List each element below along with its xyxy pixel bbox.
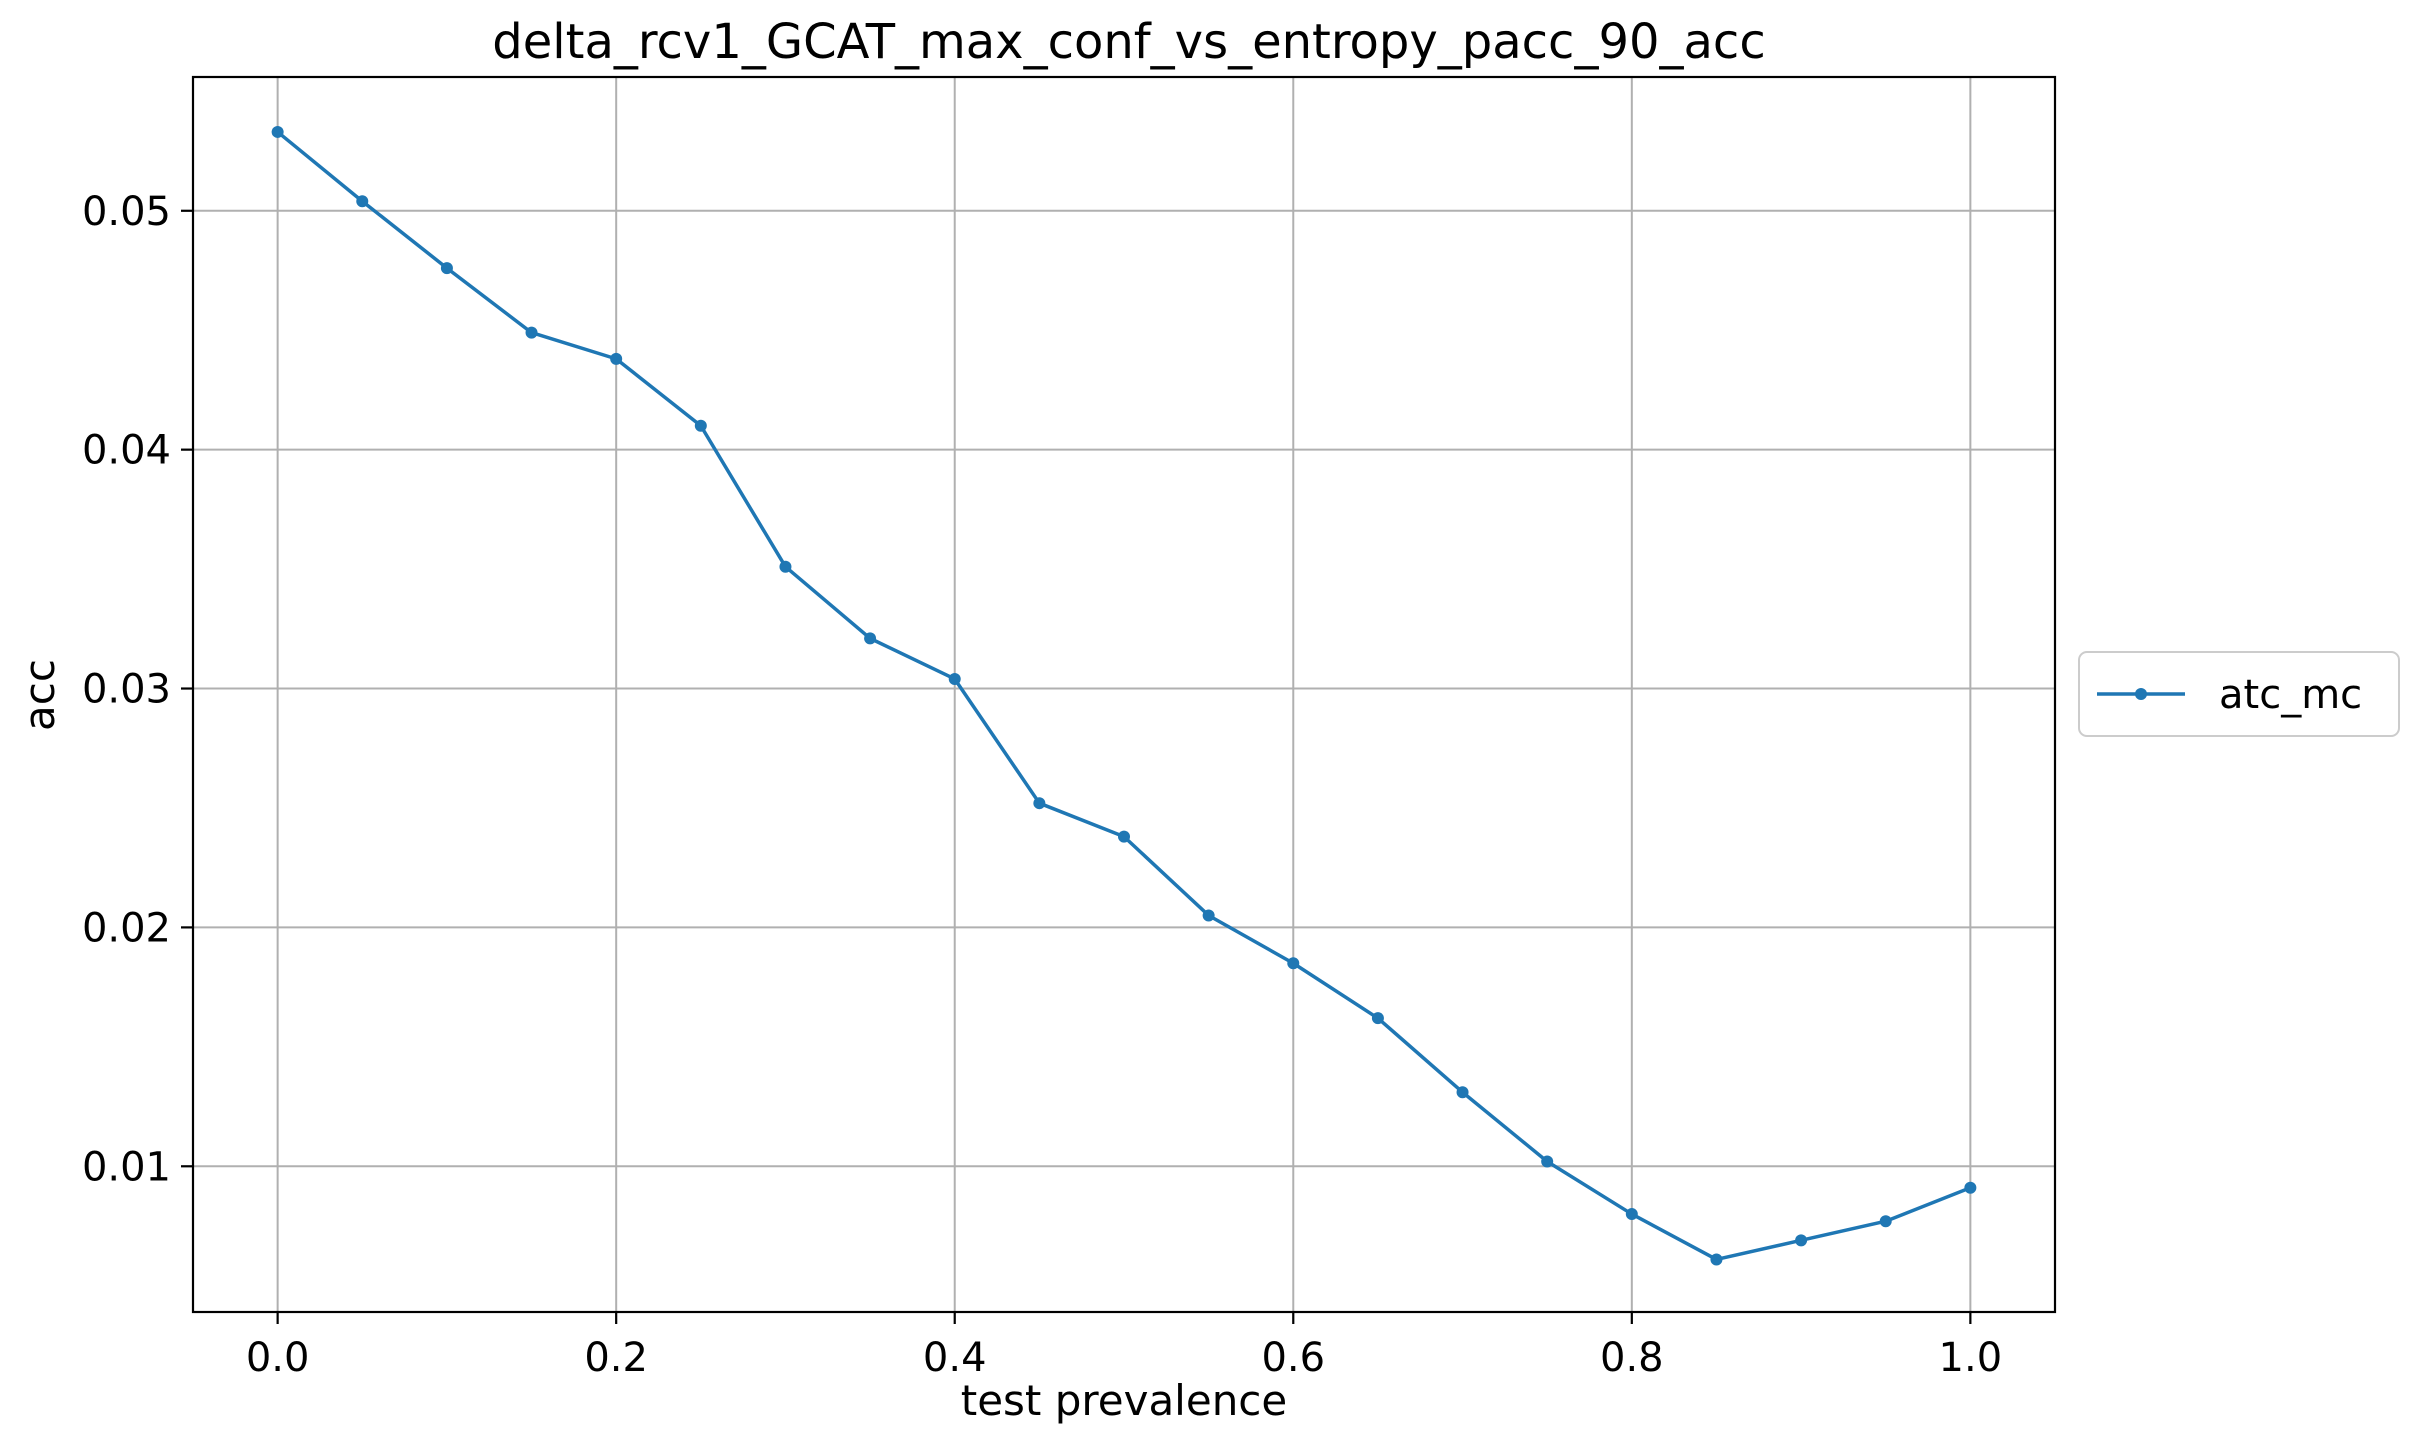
x-tick-label: 1.0	[1939, 1335, 2003, 1381]
data-point	[1795, 1234, 1808, 1247]
data-point	[779, 560, 792, 573]
y-tick-label: 0.01	[82, 1144, 171, 1190]
data-point	[1033, 797, 1046, 810]
x-tick-label: 0.2	[584, 1335, 648, 1381]
chart-title: delta_rcv1_GCAT_max_conf_vs_entropy_pacc…	[492, 14, 1765, 70]
x-tick-label: 0.0	[246, 1335, 310, 1381]
data-point	[1710, 1253, 1723, 1266]
data-point	[356, 195, 369, 208]
data-point	[1964, 1181, 1977, 1194]
legend-box	[2078, 651, 2400, 737]
data-point	[1287, 957, 1300, 970]
data-point	[1118, 830, 1130, 843]
y-tick-label: 0.04	[82, 428, 171, 474]
series-layer	[271, 125, 1977, 1266]
data-point	[948, 672, 961, 685]
grid-lines	[193, 77, 2055, 1312]
data-point	[525, 326, 538, 339]
data-point	[1879, 1215, 1892, 1228]
legend-marker-sample	[2135, 688, 2147, 700]
data-point	[864, 632, 877, 645]
x-axis-ticks: 0.0 0.2 0.4 0.6 0.8 1.0	[246, 1312, 2002, 1381]
data-point	[1456, 1086, 1469, 1099]
series-line-atc_mc	[276, 130, 1972, 1262]
data-point	[1371, 1012, 1384, 1025]
data-point	[440, 262, 453, 275]
x-axis-label: test prevalence	[961, 1376, 1288, 1425]
legend: atc_mc	[2078, 651, 2400, 737]
x-tick-label: 0.6	[1261, 1335, 1325, 1381]
x-tick-label: 0.8	[1600, 1335, 1664, 1381]
data-point	[1202, 909, 1215, 922]
plot-frame	[191, 75, 2057, 1314]
y-axis-ticks: 0.01 0.02 0.03 0.04 0.05	[82, 189, 193, 1190]
data-point	[1625, 1208, 1638, 1221]
y-tick-label: 0.02	[82, 905, 171, 951]
y-tick-label: 0.05	[82, 189, 171, 235]
data-point	[694, 419, 707, 432]
x-tick-label: 0.4	[923, 1335, 987, 1381]
data-point	[1541, 1155, 1554, 1168]
y-axis-label: acc	[15, 659, 64, 731]
data-point	[271, 125, 284, 138]
legend-label-atc_mc: atc_mc	[2219, 672, 2362, 718]
y-tick-label: 0.03	[82, 667, 171, 713]
data-point	[610, 352, 623, 365]
